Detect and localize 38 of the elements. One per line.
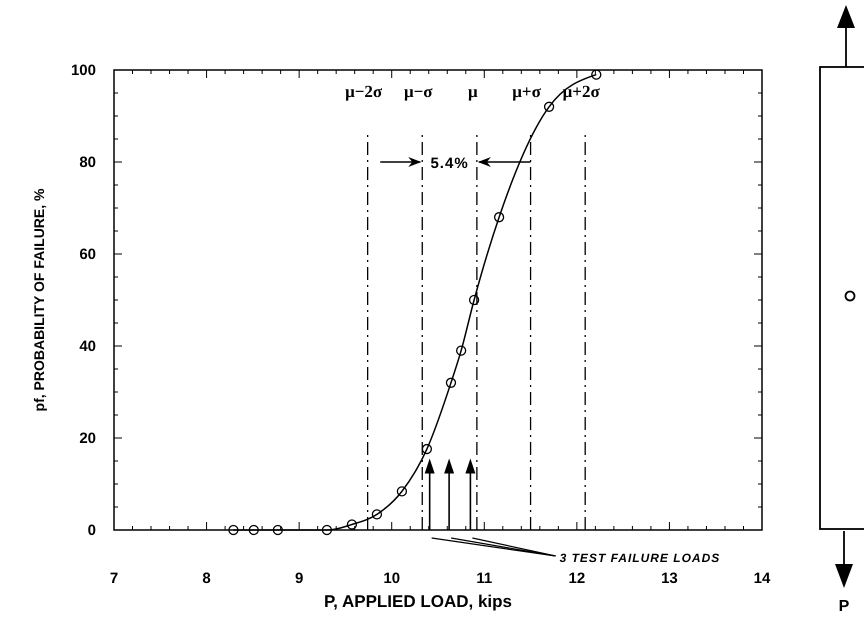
point xyxy=(446,378,456,388)
ref-line-label: μ xyxy=(468,82,478,101)
point xyxy=(396,486,408,497)
x-tick-label: 12 xyxy=(568,570,586,587)
x-tick-label: 7 xyxy=(110,570,118,587)
point xyxy=(422,444,432,454)
y-tick-label: 100 xyxy=(70,62,96,79)
text: P xyxy=(838,598,850,615)
y-tick-label: 80 xyxy=(79,154,96,171)
point xyxy=(272,524,283,536)
point xyxy=(372,509,382,520)
ref-line-label: μ+2σ xyxy=(562,82,600,101)
annotation: 5.4% xyxy=(430,155,469,172)
y-tick-label: 60 xyxy=(79,246,96,263)
x-tick-label: 9 xyxy=(294,570,304,587)
point xyxy=(346,519,358,530)
point xyxy=(248,524,259,536)
point xyxy=(228,524,239,536)
ref-line-label: μ+σ xyxy=(512,82,542,101)
x-tick-label: 14 xyxy=(754,570,771,587)
ref-line-label: μ−σ xyxy=(404,82,434,101)
y-tick-label: 20 xyxy=(79,430,96,447)
point xyxy=(494,212,504,222)
ref-line-label: μ−2σ xyxy=(345,82,383,101)
text: 3 TEST FAILURE LOADS xyxy=(560,551,720,565)
point xyxy=(591,69,602,80)
x-tick-label: 11 xyxy=(476,570,492,587)
point xyxy=(322,524,332,536)
point xyxy=(544,102,554,112)
point xyxy=(456,345,466,356)
y-tick-label: 0 xyxy=(88,522,96,539)
x-tick-label: 10 xyxy=(383,570,400,587)
y-axis-title: pf, PROBABILITY OF FAILURE, % xyxy=(31,188,47,412)
x-tick-label: 8 xyxy=(202,570,211,587)
x-tick-label: 13 xyxy=(661,570,678,587)
point xyxy=(468,294,480,306)
x-axis-title: P, APPLIED LOAD, kips xyxy=(324,592,512,611)
y-tick-label: 40 xyxy=(79,338,96,355)
